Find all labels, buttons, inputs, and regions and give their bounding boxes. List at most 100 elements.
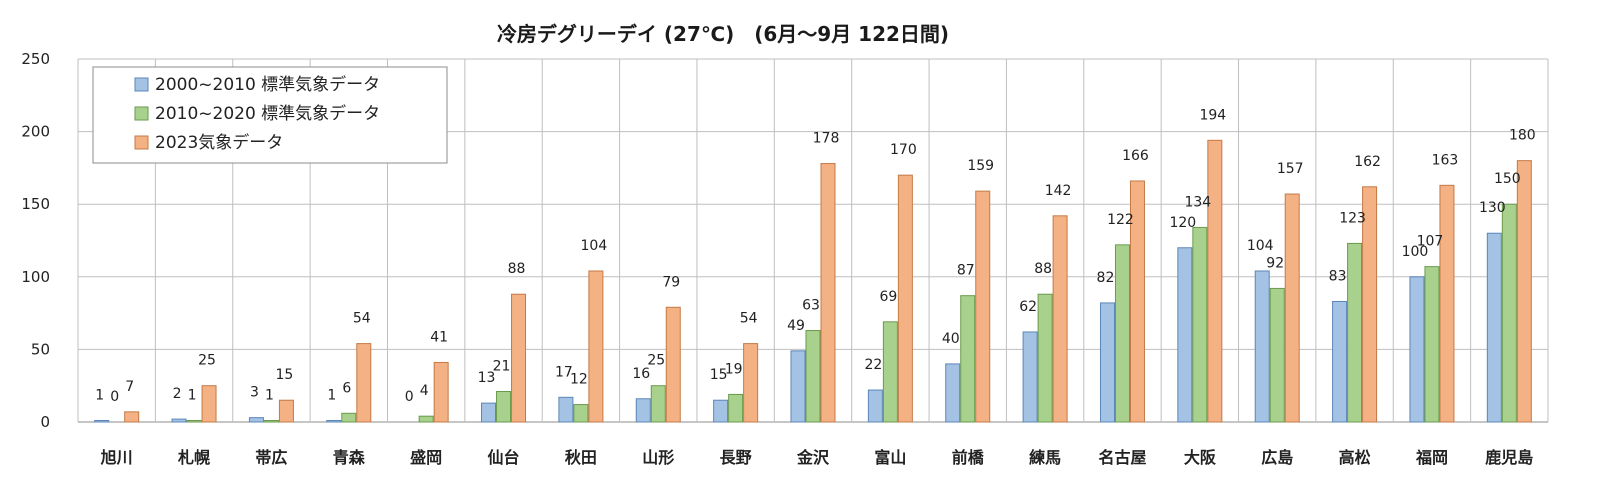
bar-3-帯広 bbox=[278, 399, 294, 423]
x-tick-label: 富山 bbox=[874, 448, 906, 467]
bar-3-練馬 bbox=[1052, 215, 1068, 423]
bar-1-前橋 bbox=[945, 363, 961, 423]
bar-1-高松 bbox=[1332, 300, 1348, 423]
data-label: 2 bbox=[173, 386, 182, 402]
bar-3-旭川 bbox=[124, 411, 140, 423]
bar-3-青森 bbox=[356, 343, 372, 423]
bar-2-長野 bbox=[728, 393, 744, 423]
y-axis-ticks: 0 50 100 150 200 250 bbox=[21, 50, 50, 431]
y-tick-label: 150 bbox=[21, 195, 50, 213]
data-label: 88 bbox=[508, 261, 526, 277]
bar-1-大阪 bbox=[1177, 247, 1193, 423]
chart-title: 冷房デグリーデイ (27℃) (6月～9月 122日間) bbox=[497, 22, 949, 46]
x-tick-label: 仙台 bbox=[488, 448, 520, 467]
x-axis-labels: 旭川 札幌 帯広 青森 盛岡 仙台 秋田 山形 長野 金沢 富山 前橋 練馬 名古屋 大阪 広島 高松 福岡 鹿児島 bbox=[100, 448, 1534, 467]
data-label: 162 bbox=[1354, 154, 1381, 170]
data-label: 88 bbox=[1034, 261, 1052, 277]
bar-3-高松 bbox=[1362, 186, 1378, 423]
data-label: 41 bbox=[430, 329, 448, 345]
data-label: 1 bbox=[327, 388, 336, 404]
bar-2-鹿児島 bbox=[1501, 203, 1517, 423]
bar-1-旭川 bbox=[94, 420, 110, 423]
data-label: 54 bbox=[353, 311, 371, 327]
bar-2-練馬 bbox=[1037, 293, 1053, 423]
data-label: 134 bbox=[1184, 194, 1211, 210]
data-label: 92 bbox=[1266, 255, 1284, 271]
bar-3-金沢 bbox=[820, 163, 836, 423]
data-label: 12 bbox=[570, 372, 588, 388]
x-tick-label: 練馬 bbox=[1029, 448, 1061, 467]
data-label: 4 bbox=[420, 383, 429, 399]
bar-1-仙台 bbox=[481, 402, 497, 423]
data-label: 104 bbox=[1247, 238, 1274, 254]
data-label: 16 bbox=[632, 366, 650, 382]
bar-3-山形 bbox=[665, 306, 681, 423]
x-tick-label: 高松 bbox=[1339, 448, 1371, 467]
data-label: 6 bbox=[342, 380, 351, 396]
bar-3-広島 bbox=[1284, 193, 1300, 423]
bar-2-青森 bbox=[341, 412, 357, 423]
data-label: 120 bbox=[1169, 215, 1196, 231]
bar-3-鹿児島 bbox=[1516, 160, 1532, 423]
data-label: 87 bbox=[957, 263, 975, 279]
data-label: 123 bbox=[1339, 210, 1366, 226]
data-label: 194 bbox=[1199, 107, 1226, 123]
x-tick-label: 前橋 bbox=[952, 448, 985, 467]
bar-2-帯広 bbox=[263, 420, 279, 423]
bar-1-鹿児島 bbox=[1486, 232, 1502, 423]
data-label: 3 bbox=[250, 385, 259, 401]
x-tick-label: 名古屋 bbox=[1098, 448, 1146, 467]
bar-1-練馬 bbox=[1022, 331, 1038, 423]
legend-label: 2010~2020 標準気象データ bbox=[155, 103, 380, 124]
bar-3-富山 bbox=[897, 174, 913, 423]
bar-2-富山 bbox=[882, 321, 898, 423]
legend-swatch bbox=[134, 135, 149, 150]
legend-label: 2023気象データ bbox=[155, 132, 283, 153]
data-label: 17 bbox=[555, 364, 573, 380]
data-label: 82 bbox=[1097, 270, 1115, 286]
legend-label: 2000~2010 標準気象データ bbox=[155, 74, 380, 95]
data-label: 22 bbox=[864, 357, 882, 373]
legend-swatch bbox=[134, 106, 149, 121]
data-label: 1 bbox=[95, 388, 104, 404]
bar-3-札幌 bbox=[201, 385, 217, 423]
bar-3-前橋 bbox=[975, 190, 991, 423]
legend-swatch bbox=[134, 77, 149, 92]
data-label: 13 bbox=[478, 370, 496, 386]
bar-2-前橋 bbox=[960, 295, 976, 423]
data-label: 49 bbox=[787, 318, 805, 334]
legend: 2000~2010 標準気象データ 2010~2020 標準気象データ 2023気象… bbox=[92, 66, 448, 164]
data-label: 159 bbox=[967, 158, 994, 174]
bar-3-盛岡 bbox=[433, 361, 449, 423]
bar-3-福岡 bbox=[1439, 184, 1455, 423]
data-label: 107 bbox=[1417, 234, 1444, 250]
data-label: 0 bbox=[110, 389, 119, 405]
bar-1-長野 bbox=[713, 399, 729, 423]
data-label: 40 bbox=[942, 331, 960, 347]
data-label: 163 bbox=[1432, 152, 1459, 168]
data-label: 25 bbox=[647, 353, 665, 369]
data-label: 15 bbox=[710, 367, 728, 383]
y-tick-label: 100 bbox=[21, 268, 50, 286]
x-tick-label: 青森 bbox=[333, 448, 366, 467]
bar-1-青森 bbox=[326, 420, 342, 423]
data-label: 19 bbox=[725, 361, 743, 377]
data-label: 100 bbox=[1402, 244, 1429, 260]
bar-3-仙台 bbox=[511, 293, 527, 423]
bar-3-秋田 bbox=[588, 270, 604, 423]
bar-1-秋田 bbox=[558, 396, 574, 423]
y-tick-label: 50 bbox=[31, 340, 50, 358]
data-label: 21 bbox=[493, 359, 511, 375]
legend-box bbox=[92, 66, 448, 164]
grid bbox=[77, 58, 1549, 423]
bar-2-高松 bbox=[1347, 242, 1363, 423]
data-label: 142 bbox=[1045, 183, 1072, 199]
y-tick-label: 200 bbox=[21, 123, 50, 141]
bar-1-山形 bbox=[635, 398, 651, 423]
x-tick-label: 盛岡 bbox=[410, 448, 442, 467]
data-label: 1 bbox=[188, 388, 197, 404]
data-label: 0 bbox=[405, 389, 414, 405]
data-label: 63 bbox=[802, 298, 820, 314]
